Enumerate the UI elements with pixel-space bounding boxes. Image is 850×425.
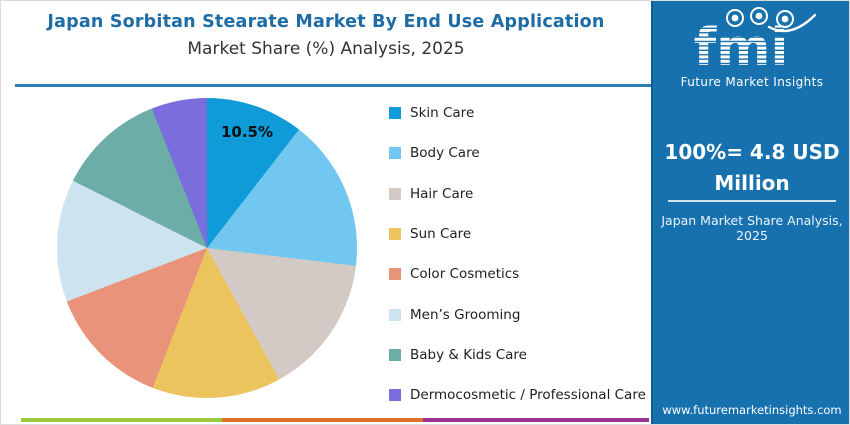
legend-label: Color Cosmetics xyxy=(410,266,520,283)
sidebar-caption: Japan Market Share Analysis, 2025 xyxy=(661,213,843,243)
legend-item: Baby & Kids Care xyxy=(389,335,649,375)
legend-swatch xyxy=(389,348,401,361)
footer-bar-segment-purple xyxy=(423,418,649,422)
legend-item: Men’s Grooming xyxy=(389,294,649,334)
legend-item: Hair Care xyxy=(389,174,649,214)
legend-label: Hair Care xyxy=(410,185,474,202)
footer-bar xyxy=(21,418,649,422)
footer-bar-segment-orange xyxy=(222,418,423,422)
sidebar: fmi Future Market Insights 100%= 4.8 USD… xyxy=(651,1,849,424)
legend-label: Men’s Grooming xyxy=(410,306,521,323)
legend-item: Sun Care xyxy=(389,214,649,254)
legend-label: Body Care xyxy=(410,145,480,162)
fmi-logo: fmi Future Market Insights xyxy=(653,7,849,89)
footer-bar-segment-green xyxy=(21,418,222,422)
legend-item: Color Cosmetics xyxy=(389,254,649,294)
legend-label: Skin Care xyxy=(410,105,475,122)
legend-swatch xyxy=(389,268,401,281)
website-text: www.futuremarketinsights.com xyxy=(662,403,842,417)
legend-swatch xyxy=(389,147,401,160)
legend-swatch xyxy=(389,228,401,241)
legend-item: Skin Care xyxy=(389,93,649,133)
page-subtitle: Market Share (%) Analysis, 2025 xyxy=(187,39,465,59)
pie-data-label: 10.5% xyxy=(220,123,274,141)
logo-swoosh xyxy=(767,13,817,33)
pie-chart xyxy=(57,98,357,398)
sidebar-divider xyxy=(668,200,836,202)
header: Japan Sorbitan Stearate Market By End Us… xyxy=(1,1,651,59)
legend-label: Dermocosmetic / Professional Care xyxy=(410,387,646,404)
legend-swatch xyxy=(389,187,401,200)
logo-tagline: Future Market Insights xyxy=(680,75,824,89)
sidebar-headline: 100%= 4.8 USD Million xyxy=(664,140,840,195)
globe-icons xyxy=(726,7,794,28)
legend: Skin Care Body Care Hair Care Sun Care Color… xyxy=(389,93,649,415)
header-divider xyxy=(15,84,651,87)
legend-label: Baby & Kids Care xyxy=(410,346,527,363)
legend-item: Body Care xyxy=(389,133,649,173)
fmi-logo-graphic: fmi xyxy=(694,7,817,75)
legend-swatch xyxy=(389,389,401,402)
legend-item: Dermocosmetic / Professional Care xyxy=(389,375,649,415)
legend-swatch xyxy=(389,308,401,321)
legend-swatch xyxy=(389,107,401,120)
legend-label: Sun Care xyxy=(410,226,472,243)
fmi-logo-text: fmi xyxy=(694,18,789,75)
page-title: Japan Sorbitan Stearate Market By End Us… xyxy=(47,12,605,32)
